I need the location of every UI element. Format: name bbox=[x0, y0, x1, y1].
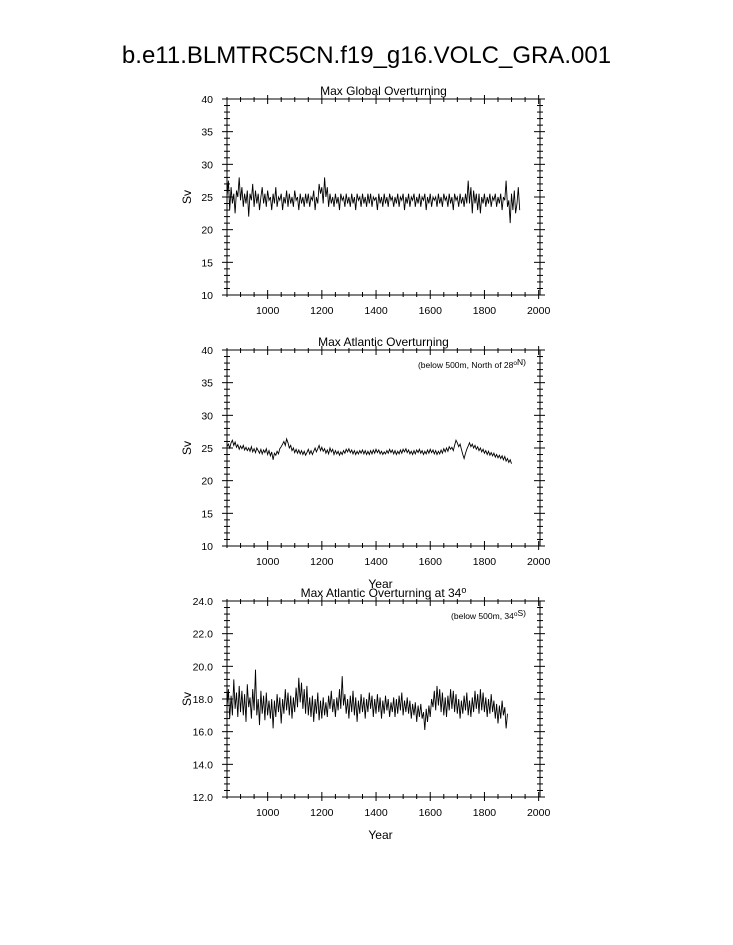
y-tick-label: 20 bbox=[201, 476, 213, 488]
x-tick-label: 1000 bbox=[256, 807, 280, 819]
x-tick-label: 1400 bbox=[364, 556, 388, 568]
x-tick-label: 1400 bbox=[364, 305, 388, 317]
y-tick-label: 35 bbox=[201, 127, 213, 139]
x-tick-label: 1800 bbox=[473, 305, 497, 317]
y-tick-label: 10 bbox=[201, 290, 213, 302]
y-tick-label: 15 bbox=[201, 508, 213, 520]
y-tick-label: 10 bbox=[201, 541, 213, 553]
y-tick-label: 30 bbox=[201, 410, 213, 422]
x-tick-label: 2000 bbox=[527, 556, 551, 568]
series-line-0 bbox=[226, 177, 521, 224]
y-tick-label: 22.0 bbox=[193, 629, 214, 641]
y-tick-label: 30 bbox=[201, 159, 213, 171]
x-tick-label: 2000 bbox=[527, 807, 551, 819]
x-tick-label: 1600 bbox=[419, 556, 443, 568]
plot-frame bbox=[226, 600, 541, 798]
plot-frame bbox=[226, 349, 541, 547]
x-tick-label: 2000 bbox=[527, 305, 551, 317]
x-tick-label: 1000 bbox=[256, 556, 280, 568]
x-axis-label: Year bbox=[368, 828, 392, 842]
chart-title: Max Atlantic Overturning bbox=[318, 335, 449, 349]
x-tick-label: 1200 bbox=[310, 807, 334, 819]
chart-title: Max Atlantic Overturning at 34o bbox=[301, 585, 467, 600]
x-tick-label: 1800 bbox=[473, 556, 497, 568]
x-tick-label: 1600 bbox=[419, 305, 443, 317]
series-line-0 bbox=[226, 669, 508, 731]
chart-title: Max Global Overturning bbox=[320, 84, 447, 98]
x-tick-label: 1400 bbox=[364, 807, 388, 819]
panel-atlantic-overturning: 1000 1200 1400 1600 1800 2000 10 15 20 25 30 35 40 Ma… bbox=[180, 335, 550, 591]
x-tick-label: 1800 bbox=[473, 807, 497, 819]
y-axis-label: Sv bbox=[180, 441, 194, 455]
y-tick-label: 16.0 bbox=[193, 727, 214, 739]
page-title: b.e11.BLMTRC5CN.f19_g16.VOLC_GRA.001 bbox=[121, 42, 612, 69]
y-tick-label: 20.0 bbox=[193, 661, 214, 673]
y-tick-label: 25 bbox=[201, 192, 213, 204]
series-line-0 bbox=[226, 437, 512, 464]
x-axis-label: Year bbox=[368, 577, 392, 591]
y-tick-label: 18.0 bbox=[193, 694, 214, 706]
y-tick-label: 20 bbox=[201, 225, 213, 237]
x-tick-label: 1200 bbox=[310, 556, 334, 568]
x-tick-label: 1200 bbox=[310, 305, 334, 317]
chart-subtitle: (below 500m, 34oS) bbox=[451, 608, 526, 621]
y-tick-label: 14.0 bbox=[193, 759, 214, 771]
panel-atlantic-overturning-34: 1000 1200 1400 1600 1800 2000 12.0 14.0 16.0 18.0… bbox=[180, 585, 550, 842]
y-tick-label: 15 bbox=[201, 257, 213, 269]
y-tick-label: 25 bbox=[201, 443, 213, 455]
panel-global-overturning: 1000 1200 1400 1600 1800 2000 10 15 20 25 30 35 40 Ma… bbox=[180, 84, 550, 317]
y-tick-label: 40 bbox=[201, 94, 213, 106]
y-tick-label: 24.0 bbox=[193, 596, 214, 608]
x-tick-label: 1000 bbox=[256, 305, 280, 317]
y-axis-label: Sv bbox=[180, 692, 194, 706]
y-tick-label: 12.0 bbox=[193, 792, 214, 804]
y-tick-label: 35 bbox=[201, 378, 213, 390]
chart-subtitle: (below 500m, North of 28oN) bbox=[418, 357, 526, 370]
x-tick-label: 1600 bbox=[419, 807, 443, 819]
y-tick-label: 40 bbox=[201, 345, 213, 357]
y-axis-label: Sv bbox=[180, 190, 194, 204]
